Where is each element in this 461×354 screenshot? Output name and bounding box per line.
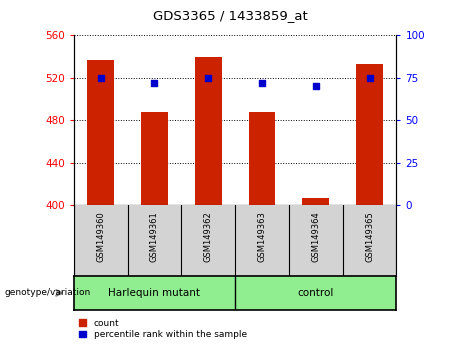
Text: GSM149363: GSM149363 — [258, 211, 266, 262]
Text: genotype/variation: genotype/variation — [5, 289, 91, 297]
Text: Harlequin mutant: Harlequin mutant — [108, 288, 201, 298]
Text: GDS3365 / 1433859_at: GDS3365 / 1433859_at — [153, 9, 308, 22]
Bar — [87, 60, 114, 205]
Text: control: control — [298, 288, 334, 298]
Point — [151, 80, 158, 86]
Point — [97, 75, 104, 81]
Text: GSM149364: GSM149364 — [311, 211, 320, 262]
Bar — [248, 112, 275, 205]
Point — [205, 75, 212, 81]
Text: GSM149362: GSM149362 — [204, 211, 213, 262]
Point — [258, 80, 266, 86]
Bar — [195, 57, 222, 205]
Text: GSM149360: GSM149360 — [96, 211, 105, 262]
Text: GSM149361: GSM149361 — [150, 211, 159, 262]
Point — [312, 84, 319, 89]
Bar — [141, 112, 168, 205]
Legend: count, percentile rank within the sample: count, percentile rank within the sample — [78, 318, 248, 340]
Text: GSM149365: GSM149365 — [365, 211, 374, 262]
Point — [366, 75, 373, 81]
Bar — [302, 198, 329, 205]
Bar — [356, 64, 383, 205]
